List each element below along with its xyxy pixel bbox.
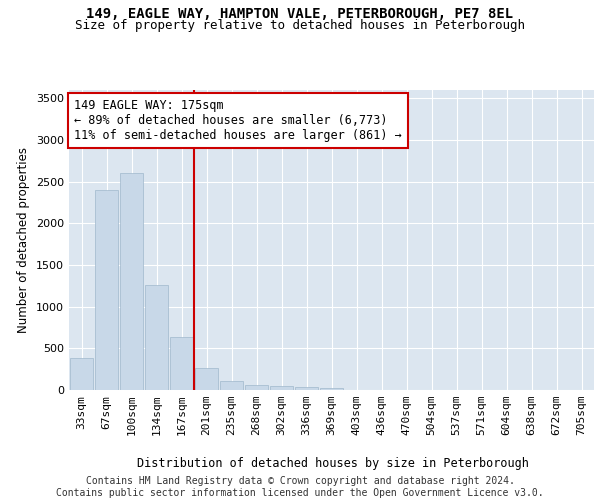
Text: Size of property relative to detached houses in Peterborough: Size of property relative to detached ho… — [75, 19, 525, 32]
Bar — [95, 190, 118, 390]
Text: Distribution of detached houses by size in Peterborough: Distribution of detached houses by size … — [137, 458, 529, 470]
Bar — [320, 388, 343, 390]
Bar — [220, 381, 243, 390]
Bar — [170, 336, 193, 390]
Bar — [70, 358, 93, 390]
Y-axis label: Number of detached properties: Number of detached properties — [17, 147, 31, 333]
Bar — [270, 386, 293, 390]
Bar — [295, 388, 318, 390]
Bar — [145, 285, 168, 390]
Bar — [120, 174, 143, 390]
Bar — [245, 385, 268, 390]
Bar — [195, 368, 218, 390]
Text: 149, EAGLE WAY, HAMPTON VALE, PETERBOROUGH, PE7 8EL: 149, EAGLE WAY, HAMPTON VALE, PETERBOROU… — [86, 8, 514, 22]
Text: Contains HM Land Registry data © Crown copyright and database right 2024.
Contai: Contains HM Land Registry data © Crown c… — [56, 476, 544, 498]
Text: 149 EAGLE WAY: 175sqm
← 89% of detached houses are smaller (6,773)
11% of semi-d: 149 EAGLE WAY: 175sqm ← 89% of detached … — [74, 99, 402, 142]
